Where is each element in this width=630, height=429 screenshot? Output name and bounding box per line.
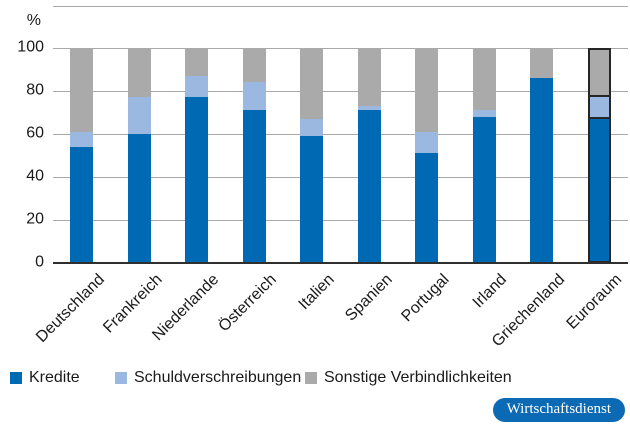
- y-tick-label-100: 100: [17, 38, 44, 56]
- bar-österreich: [242, 48, 266, 263]
- bar-irland-segment-kredite: [472, 116, 496, 263]
- bar-niederlande: [185, 48, 209, 263]
- bar-italien-segment-kredite: [300, 136, 324, 263]
- x-label-irland: Irland: [469, 271, 511, 312]
- bar-italien: [300, 48, 324, 263]
- bar-österreich-segment-schuldverschreibungen: [242, 82, 266, 111]
- x-label-slot-frankreich: Frankreich: [100, 266, 169, 370]
- bar-euroraum-segment-kredite: [587, 118, 611, 263]
- bar-spanien-segment-schuldverschreibungen: [357, 106, 381, 111]
- bar-frankreich: [127, 48, 151, 263]
- legend-swatch-kredite: [10, 372, 22, 384]
- bars-row: [53, 48, 628, 263]
- x-axis-line: [53, 262, 628, 264]
- x-label-slot-niederlande: Niederlande: [150, 266, 226, 370]
- bar-italien-segment-schuldverschreibungen: [300, 118, 324, 137]
- x-label-slot-italien: Italien: [283, 266, 341, 370]
- bar-niederlande-segment-kredite: [185, 97, 209, 263]
- bar-österreich-segment-kredite: [242, 110, 266, 263]
- y-tick-label-0: 0: [35, 253, 44, 271]
- bar-italien-segment-sonstige-verbindlichkeiten: [300, 48, 324, 119]
- legend-label-sonstige-verbindlichkeiten: Sonstige Verbindlichkeiten: [324, 369, 512, 386]
- gridline-100: [53, 48, 628, 49]
- gridline-60: [53, 134, 628, 135]
- bar-slot-griechenland: [513, 48, 571, 263]
- bar-irland: [472, 48, 496, 263]
- bar-slot-niederlande: [168, 48, 226, 263]
- x-label-slot-portugal: Portugal: [398, 266, 456, 370]
- bar-slot-deutschland: [53, 48, 111, 263]
- bar-portugal-segment-kredite: [415, 153, 439, 263]
- x-label-slot-deutschland: Deutschland: [33, 266, 111, 370]
- bar-frankreich-segment-sonstige-verbindlichkeiten: [127, 48, 151, 98]
- legend-label-kredite: Kredite: [29, 369, 80, 386]
- bar-spanien-segment-sonstige-verbindlichkeiten: [357, 48, 381, 107]
- bar-griechenland-segment-kredite: [530, 78, 554, 263]
- wirtschaftsdienst-badge[interactable]: Wirtschaftsdienst: [492, 397, 625, 422]
- bar-slot-spanien: [341, 48, 399, 263]
- legend-swatch-schuldverschreibungen: [115, 372, 127, 384]
- x-label-slot-irland: Irland: [456, 266, 514, 370]
- x-label-slot-österreich: Österreich: [216, 266, 284, 370]
- bar-slot-österreich: [226, 48, 284, 263]
- gridline-40: [53, 177, 628, 178]
- gridline-80: [53, 91, 628, 92]
- x-axis-labels: Deutschland Frankreich Niederlande Österrei…: [33, 266, 629, 370]
- legend-item-schuldverschreibungen: Schuldverschreibungen: [115, 369, 301, 387]
- x-label-euroraum: Euroraum: [563, 271, 626, 333]
- bar-portugal-segment-sonstige-verbindlichkeiten: [415, 48, 439, 132]
- bar-slot-italien: [283, 48, 341, 263]
- x-label-slot-griechenland: Griechenland: [488, 266, 571, 370]
- bar-deutschland-segment-schuldverschreibungen: [70, 131, 94, 147]
- plot-area: % 0 20 40 60 80 100: [17, 12, 628, 270]
- bar-frankreich-segment-schuldverschreibungen: [127, 97, 151, 134]
- legend-label-schuldverschreibungen: Schuldverschreibungen: [134, 369, 302, 386]
- x-label-italien: Italien: [295, 271, 338, 314]
- bar-slot-irland: [456, 48, 514, 263]
- x-label-österreich: Österreich: [216, 271, 281, 336]
- bar-frankreich-segment-kredite: [127, 134, 151, 263]
- bar-österreich-segment-sonstige-verbindlichkeiten: [242, 48, 266, 83]
- bar-portugal-segment-schuldverschreibungen: [415, 131, 439, 154]
- bar-slot-portugal: [398, 48, 456, 263]
- bar-deutschland: [70, 48, 94, 263]
- bar-spanien: [357, 48, 381, 263]
- bar-portugal: [415, 48, 439, 263]
- x-label-portugal: Portugal: [398, 271, 453, 326]
- bar-niederlande-segment-schuldverschreibungen: [185, 75, 209, 98]
- legend-item-kredite: Kredite: [10, 369, 80, 387]
- bar-griechenland: [530, 48, 554, 263]
- bar-niederlande-segment-sonstige-verbindlichkeiten: [185, 48, 209, 76]
- bar-euroraum-segment-sonstige-verbindlichkeiten: [587, 48, 611, 98]
- x-label-deutschland: Deutschland: [32, 271, 108, 346]
- bar-griechenland-segment-sonstige-verbindlichkeiten: [530, 48, 554, 79]
- gridline-20: [53, 220, 628, 221]
- y-tick-label-40: 40: [26, 167, 44, 185]
- bar-irland-segment-schuldverschreibungen: [472, 110, 496, 117]
- x-label-slot-euroraum: Euroraum: [564, 266, 629, 370]
- y-tick-label-60: 60: [26, 124, 44, 142]
- legend-item-sonstige-verbindlichkeiten: Sonstige Verbindlichkeiten: [305, 369, 512, 387]
- y-tick-label-20: 20: [26, 210, 44, 228]
- bar-slot-frankreich: [111, 48, 169, 263]
- x-label-slot-spanien: Spanien: [341, 266, 399, 370]
- x-label-spanien: Spanien: [341, 271, 396, 325]
- bar-euroraum-segment-schuldverschreibungen: [587, 97, 611, 119]
- legend: Kredite Schuldverschreibungen Sonstige V…: [0, 369, 630, 391]
- y-axis-unit-label: %: [26, 12, 41, 29]
- bar-deutschland-segment-kredite: [70, 146, 94, 263]
- bar-euroraum: [587, 48, 611, 263]
- bar-slot-euroraum: [571, 48, 629, 263]
- y-tick-label-80: 80: [26, 81, 44, 99]
- bar-irland-segment-sonstige-verbindlichkeiten: [472, 48, 496, 111]
- bar-spanien-segment-kredite: [357, 110, 381, 263]
- legend-swatch-sonstige-verbindlichkeiten: [305, 372, 317, 384]
- bar-deutschland-segment-sonstige-verbindlichkeiten: [70, 48, 94, 132]
- chart-top-border: [53, 6, 628, 7]
